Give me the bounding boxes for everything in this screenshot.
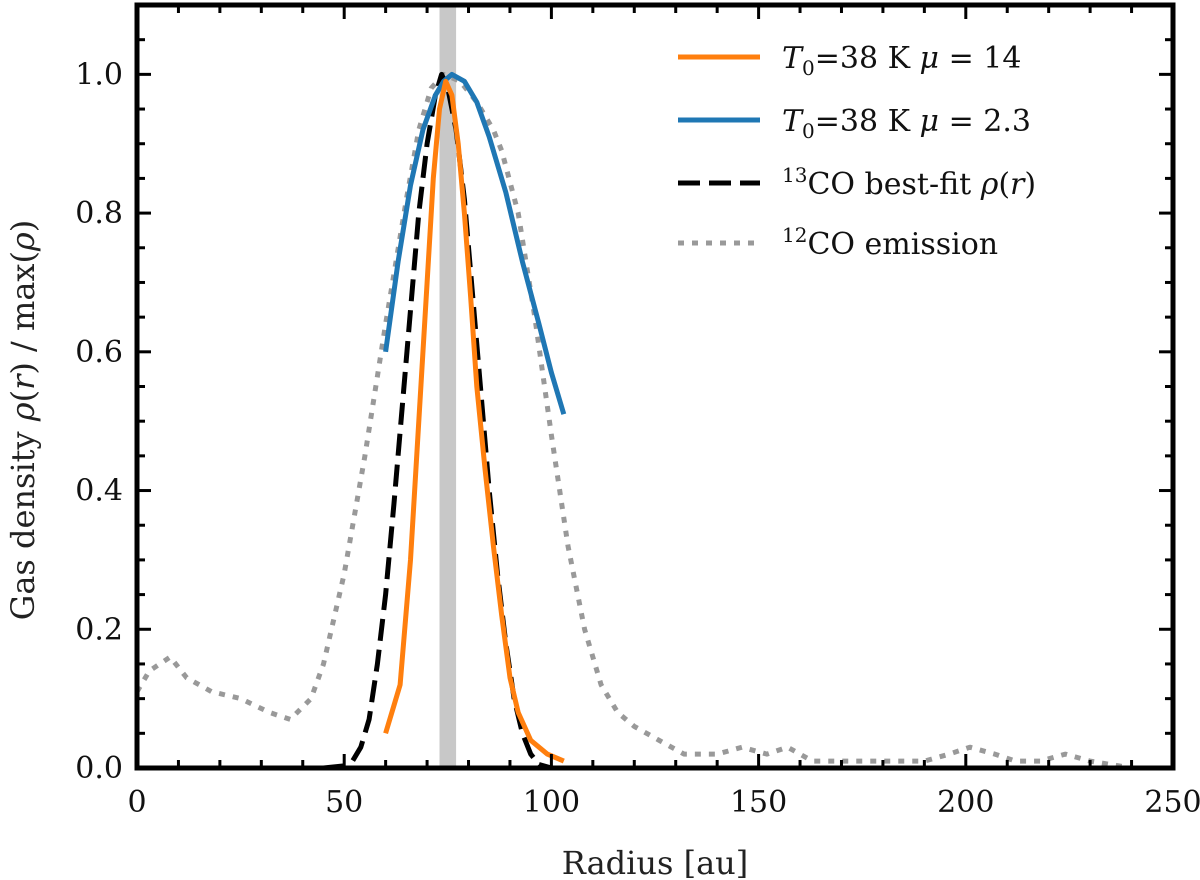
series-layer [137,71,1173,771]
tick-layer: 0 50 100 150 200 250 0.0 0.2 0.4 0.6 0.8 1.0 [75,3,1200,820]
y-tick-label: 0.0 [75,751,123,786]
x-tick-label: 0 [127,785,146,820]
legend: T0=38 K μ = 14 T0=38 K μ = 2.3 13CO best-f… [678,41,1036,262]
x-tick-label: 150 [730,785,787,820]
y-axis-label: Gas density ρ(r) / max(ρ) [4,220,42,620]
band-layer [439,5,457,768]
y-tick-label: 0.2 [75,612,123,647]
x-tick-label: 50 [325,785,363,820]
x-axis-label: Radius [au] [562,844,748,880]
x-tick-label: 250 [1144,785,1200,820]
legend-label: 13CO best-fit ρ(r) [782,163,1036,202]
plot-frame [134,2,1176,771]
legend-label: T0=38 K μ = 2.3 [782,104,1031,143]
series-line-12co-emission [137,71,1173,771]
x-tick-label: 100 [523,785,580,820]
y-tick-label: 0.8 [75,196,123,231]
series-line-t0-38-k-14 [383,78,565,764]
x-tick-label: 200 [937,785,994,820]
legend-label: 12CO emission [782,223,998,262]
series-line-t0-38-k-2-3 [383,71,567,415]
legend-label: T0=38 K μ = 14 [782,41,1021,80]
y-tick-label: 1.0 [75,57,123,92]
y-tick-label: 0.4 [75,474,123,509]
y-tick-label: 0.6 [75,335,123,370]
shaded-band [439,5,457,768]
